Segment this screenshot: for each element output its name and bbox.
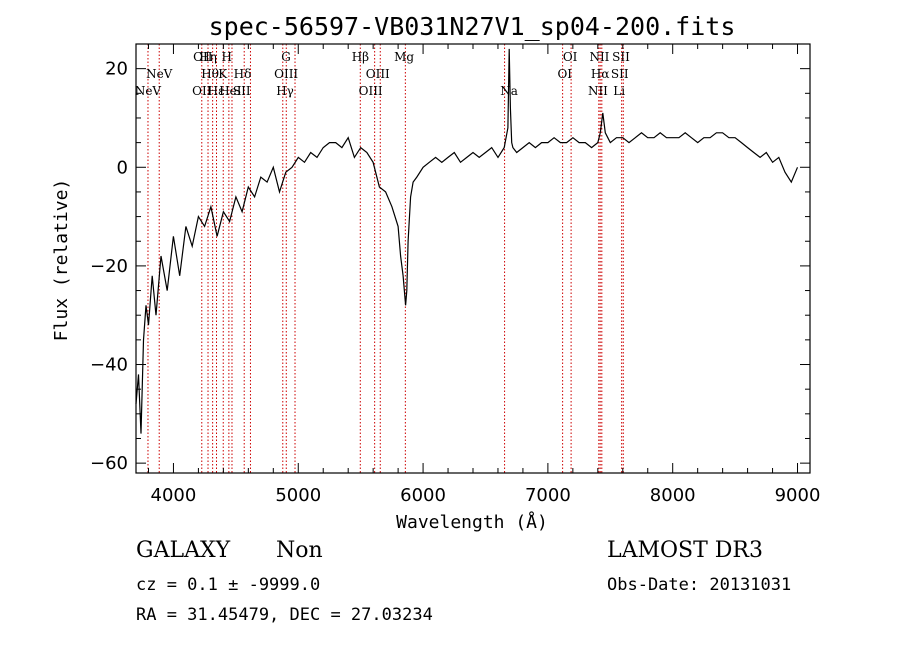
object-class: GALAXY	[136, 538, 231, 563]
emission-line-label: NII	[588, 84, 608, 98]
ra-dec-line: RA = 31.45479, DEC = 27.03234	[136, 605, 433, 625]
emission-line-label: OIII	[359, 84, 383, 98]
redshift-line: cz = 0.1 ± -9999.0	[136, 575, 320, 595]
emission-line-label: OIII	[366, 67, 390, 81]
obs-date: Obs-Date: 20131031	[607, 575, 791, 595]
x-tick-label: 6000	[400, 485, 446, 506]
emission-line-label: OII	[193, 50, 213, 64]
x-tick-label: 4000	[151, 485, 197, 506]
emission-line-label: Hβ	[352, 50, 369, 64]
emission-line-label: Hθ	[201, 67, 219, 81]
emission-line-label: Li	[613, 84, 625, 98]
emission-line-label: Hδ	[234, 67, 252, 81]
y-tick-label: −20	[90, 256, 128, 277]
y-axis-ticks: −60 −40 −20 0 20	[90, 43, 810, 474]
emission-line-label: H	[222, 50, 232, 64]
emission-line-label: NII	[589, 50, 609, 64]
emission-line-label: NeV	[135, 84, 162, 98]
line-markers	[147, 44, 624, 473]
emission-line-label: Hη	[199, 50, 217, 64]
emission-line-label: G	[281, 50, 291, 64]
emission-line-label: Hγ	[276, 84, 294, 98]
y-tick-label: −40	[90, 355, 128, 376]
x-axis-label: Wavelength (Å)	[396, 511, 548, 533]
chart-title: spec-56597-VB031N27V1_sp04-200.fits	[209, 12, 736, 41]
x-tick-label: 7000	[525, 485, 571, 506]
x-tick-label: 8000	[650, 485, 696, 506]
emission-line-label: OI	[563, 50, 578, 64]
emission-line-label: Hα	[591, 67, 610, 81]
emission-line-label: OI	[557, 67, 572, 81]
y-tick-label: 0	[117, 157, 128, 178]
emission-line-label: SII	[612, 50, 630, 64]
plot-frame	[135, 43, 811, 474]
x-tick-label: 5000	[275, 485, 321, 506]
emission-line-label: HeI	[219, 84, 242, 98]
emission-line-label: OII	[192, 84, 212, 98]
emission-line-label: K	[218, 67, 228, 81]
spectrum-series-line	[135, 48, 799, 434]
survey-name: LAMOST DR3	[607, 538, 763, 563]
emission-line-label: Hε	[208, 84, 225, 98]
x-axis-ticks: 4000 5000 6000 7000 8000 9000	[147, 44, 821, 506]
y-tick-label: −60	[90, 453, 128, 474]
emission-line-labels: NeVNeVOIIOIIHηHθHεHKHeIHδSIIGOIIIHγHβOII…	[135, 50, 630, 98]
y-axis-label: Flux (relative)	[51, 179, 72, 342]
emission-line-label: SII	[611, 67, 629, 81]
object-subclass: Non	[276, 538, 323, 563]
x-tick-label: 9000	[775, 485, 821, 506]
emission-line-label: Mg	[394, 50, 414, 64]
emission-line-label: OIII	[274, 67, 298, 81]
y-tick-label: 20	[105, 59, 128, 80]
emission-line-label: SII	[233, 84, 251, 98]
emission-line-label: NeV	[146, 67, 173, 81]
